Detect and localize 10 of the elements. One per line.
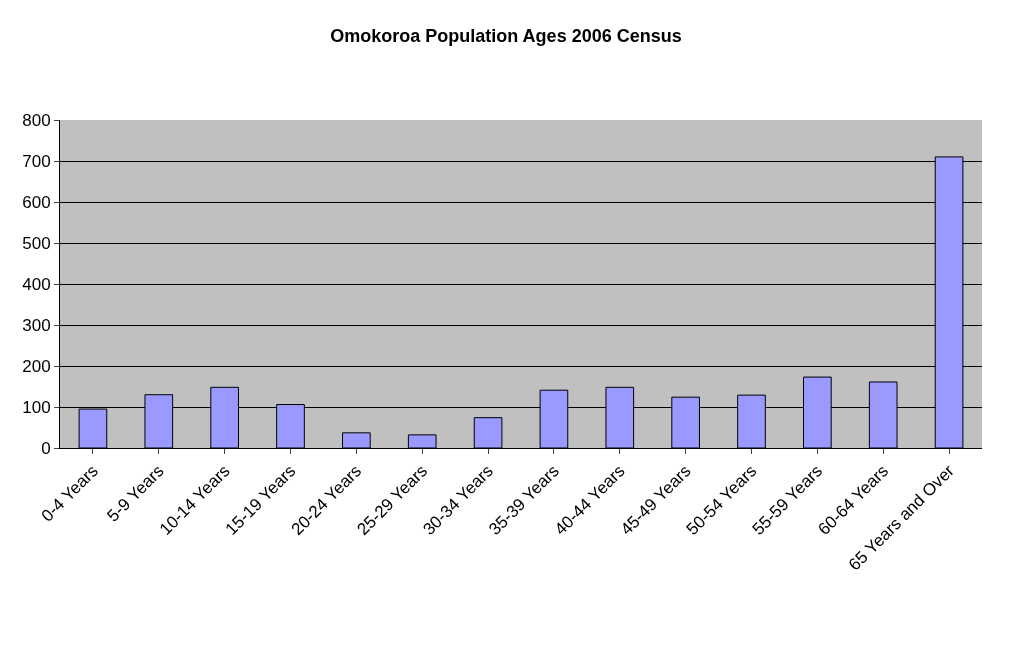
y-tick-label: 400 xyxy=(22,274,51,294)
y-tick-label: 800 xyxy=(22,110,51,130)
y-tick-label: 100 xyxy=(22,397,51,417)
y-tick-label: 0 xyxy=(41,438,51,458)
y-tick-label: 700 xyxy=(22,151,51,171)
y-tick-label: 200 xyxy=(22,356,51,376)
y-tick-label: 600 xyxy=(22,192,51,212)
y-tick-label: 300 xyxy=(22,315,51,335)
y-tick-label: 500 xyxy=(22,233,51,253)
chart-title: Omokoroa Population Ages 2006 Census xyxy=(330,25,682,46)
